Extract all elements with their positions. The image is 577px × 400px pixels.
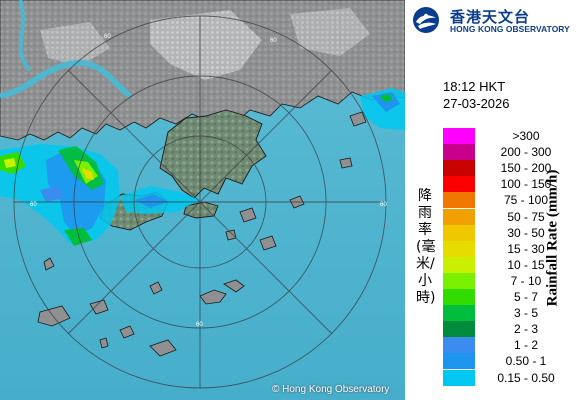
legend-swatch xyxy=(443,337,475,354)
legend-swatch xyxy=(443,144,475,161)
legend-row: 7 - 10 xyxy=(443,272,573,289)
legend-label: 7 - 10 xyxy=(510,273,542,288)
legend-row: 10 - 15 xyxy=(443,256,573,273)
legend-row: 75 - 100 xyxy=(443,192,573,209)
logo-name-en: HONG KONG OBSERVATORY xyxy=(450,24,570,34)
legend-title-en: Rainfall Rate (mm/h) xyxy=(544,169,561,307)
copyright-text: © Hong Kong Observatory xyxy=(272,384,390,395)
legend-row: 0.15 - 0.50 xyxy=(443,369,573,386)
legend-row: 200 - 300 xyxy=(443,144,573,161)
range-ring-label: 60 xyxy=(196,322,203,328)
legend-label: 1 - 2 xyxy=(513,338,538,353)
legend-row: 100 - 150 xyxy=(443,176,573,193)
legend-swatch xyxy=(443,272,475,289)
legend-label: 15 - 30 xyxy=(507,241,545,256)
urban-area xyxy=(150,10,262,80)
legend-label: 3 - 5 xyxy=(513,306,538,321)
legend-row: 5 - 7 xyxy=(443,289,573,305)
radar-map-image: 60 60 60 60 60 xyxy=(0,0,405,400)
legend-row: 1 - 2 xyxy=(443,337,573,354)
legend-row: >300 xyxy=(443,128,573,144)
legend-label: 0.50 - 1 xyxy=(505,354,547,369)
legend-row: 0.50 - 1 xyxy=(443,353,573,370)
timestamp-time: 18:12 HKT xyxy=(443,79,506,94)
range-ring-label: 60 xyxy=(380,202,387,208)
legend-label: 0.15 - 0.50 xyxy=(497,370,555,385)
range-rings xyxy=(13,15,387,389)
legend-label: 30 - 50 xyxy=(507,225,545,240)
river xyxy=(0,60,132,99)
legend-row: 2 - 3 xyxy=(443,321,573,338)
legend-title-zh: 降雨率(毫米/小時) xyxy=(416,188,436,306)
legend-label: 5 - 7 xyxy=(513,290,538,304)
legend-swatch xyxy=(443,208,475,225)
range-ring-label: 60 xyxy=(30,202,37,208)
hko-logo: 香港天文台 HONG KONG OBSERVATORY xyxy=(410,4,577,36)
river xyxy=(18,0,32,72)
legend-row: 3 - 5 xyxy=(443,305,573,322)
legend-swatch xyxy=(443,224,475,241)
legend-swatch xyxy=(443,289,475,305)
legend-swatch xyxy=(443,160,475,177)
legend-label: 150 - 200 xyxy=(500,161,552,176)
range-ring-label: 60 xyxy=(104,34,111,40)
radar-map[interactable]: 60 60 60 60 60 © Hong Kong Observatory xyxy=(0,0,405,400)
legend-swatch xyxy=(443,256,475,273)
legend-swatch xyxy=(443,353,475,370)
legend-swatch xyxy=(443,369,475,386)
legend-swatch xyxy=(443,305,475,322)
urban-area xyxy=(290,8,370,56)
legend-label: >300 xyxy=(512,129,540,143)
legend-swatch xyxy=(443,128,475,144)
timestamp: 18:12 HKT 27-03-2026 xyxy=(443,78,510,112)
legend-row: 15 - 30 xyxy=(443,240,573,257)
hong-kong-land xyxy=(159,109,267,199)
legend-row: 30 - 50 xyxy=(443,224,573,241)
legend-row: 50 - 75 xyxy=(443,208,573,225)
legend-label: 2 - 3 xyxy=(513,322,538,337)
legend-label: 10 - 15 xyxy=(507,257,545,272)
legend-row: 150 - 200 xyxy=(443,160,573,177)
range-ring-label: 60 xyxy=(270,38,277,44)
legend-label: 75 - 100 xyxy=(503,193,549,208)
legend-swatch xyxy=(443,321,475,338)
islands xyxy=(37,111,367,357)
legend-swatch xyxy=(443,240,475,257)
legend-swatch xyxy=(443,176,475,193)
urban-area xyxy=(40,22,110,66)
timestamp-date: 27-03-2026 xyxy=(443,96,510,111)
rainfall-echoes xyxy=(0,88,405,246)
legend-swatch xyxy=(443,192,475,209)
hko-emblem-icon xyxy=(413,7,439,33)
logo-name-zh: 香港天文台 xyxy=(450,8,531,26)
legend-label: 200 - 300 xyxy=(500,145,552,160)
legend-label: 100 - 150 xyxy=(500,177,552,192)
legend-label: 50 - 75 xyxy=(507,209,545,224)
